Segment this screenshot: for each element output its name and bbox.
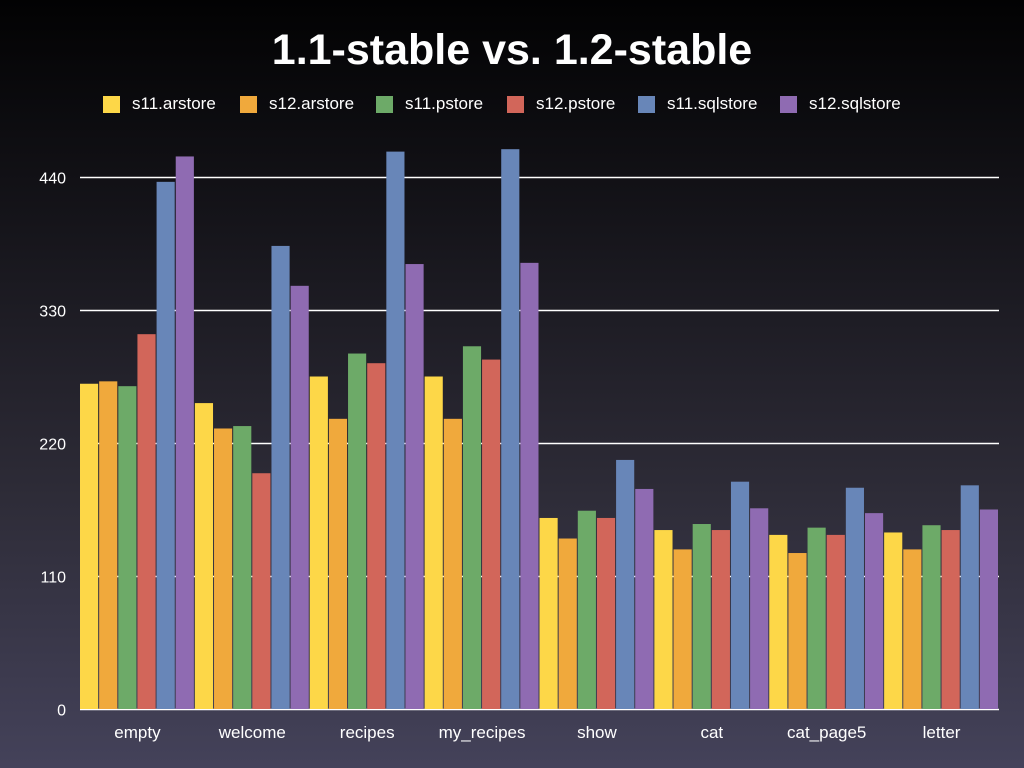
y-tick-label: 220 [39,437,66,454]
bar-s12-pstore-cat_page5 [826,534,845,709]
x-tick-label: cat_page5 [787,723,866,742]
bar-s12-pstore-empty [137,334,156,709]
legend-item-s12-pstore: s12.pstore [507,93,615,115]
bar-s11-sqlstore-letter [960,485,979,709]
x-tick-label: recipes [340,723,395,742]
legend-swatch [507,95,524,113]
bar-s12-pstore-letter [941,530,960,709]
bar-s11-arstore-my_recipes [424,376,443,709]
chart-title: 1.1-stable vs. 1.2-stable [271,26,753,74]
bar-s12-pstore-welcome [252,473,271,709]
bar-s12-sqlstore-recipes [405,264,424,709]
legend-label: s12.sqlstore [809,94,901,113]
bar-s12-sqlstore-empty [175,156,194,709]
bar-s11-pstore-my_recipes [462,346,482,709]
bar-s12-sqlstore-letter [979,509,998,709]
bar-s11-sqlstore-my_recipes [501,149,520,709]
bar-s11-pstore-letter [922,525,941,709]
bar-s12-sqlstore-cat [750,508,769,709]
bar-s11-pstore-cat [692,524,711,709]
y-tick-label: 0 [57,703,66,720]
x-tick-label: my_recipes [439,723,526,742]
bar-s12-arstore-empty [99,381,118,709]
bar-s11-arstore-cat [654,530,673,709]
bar-s12-pstore-cat [711,530,730,709]
bar-s11-pstore-recipes [348,353,367,709]
x-tick-label: empty [114,723,161,742]
bar-s11-sqlstore-cat_page5 [845,487,864,709]
legend-label: s11.arstore [132,94,216,113]
bar-s11-pstore-welcome [233,426,252,709]
bar-s12-pstore-show [596,517,616,709]
bar-s11-arstore-empty [80,383,99,709]
legend-swatch [376,95,393,113]
legend-label: s12.pstore [536,94,616,113]
legend-swatch [103,95,120,113]
legend-item-s12-arstore: s12.arstore [240,93,354,115]
x-tick-label: cat [700,723,723,742]
bar-s11-pstore-cat_page5 [807,527,826,709]
bar-s11-arstore-welcome [194,403,214,709]
bar-s12-sqlstore-cat_page5 [864,513,884,709]
y-tick-label: 110 [40,570,66,587]
bar-s11-sqlstore-cat [730,481,750,709]
bar-s12-arstore-show [558,538,577,709]
legend-item-s11-sqlstore: s11.sqlstore [638,93,757,115]
bar-s11-arstore-recipes [309,376,328,709]
legend-item-s12-sqlstore: s12.sqlstore [780,93,901,115]
x-tick-label: welcome [218,723,286,742]
x-tick-label: letter [923,723,961,742]
legend-swatch [780,95,797,113]
bar-s12-arstore-cat [673,549,692,709]
bar-s11-arstore-letter [884,532,903,709]
legend-item-s11-arstore: s11.arstore [103,93,216,115]
chart-legend: s11.arstore s12.arstore s11.pstore s12.p… [0,93,1024,115]
bar-s11-sqlstore-empty [156,181,175,710]
bar-s12-sqlstore-my_recipes [520,262,539,709]
y-tick-label: 330 [39,304,66,321]
legend-swatch [240,95,257,113]
bar-s11-sqlstore-show [616,459,635,709]
bar-s12-arstore-my_recipes [443,418,462,709]
y-tick-label: 440 [39,171,66,188]
x-tick-label: show [577,723,617,742]
legend-swatch [638,95,655,113]
bar-s12-pstore-my_recipes [482,359,501,709]
bar-s11-sqlstore-welcome [271,245,290,710]
bar-s11-arstore-cat_page5 [769,534,788,709]
bar-s12-sqlstore-show [635,488,654,709]
legend-item-s11-pstore: s11.pstore [376,93,483,115]
legend-label: s12.arstore [269,94,355,113]
bar-s11-arstore-show [539,517,558,709]
bar-s12-arstore-letter [903,549,922,709]
legend-label: s11.pstore [405,94,484,113]
bar-s12-sqlstore-welcome [290,285,309,709]
bar-s11-pstore-empty [118,386,137,709]
legend-label: s11.sqlstore [667,94,758,113]
bar-s12-arstore-cat_page5 [788,553,807,709]
bar-s12-pstore-recipes [367,363,386,709]
bar-s12-arstore-welcome [214,428,233,709]
bar-s12-arstore-recipes [328,418,348,709]
bar-s11-pstore-show [577,510,596,709]
bar-s11-sqlstore-recipes [386,151,405,710]
